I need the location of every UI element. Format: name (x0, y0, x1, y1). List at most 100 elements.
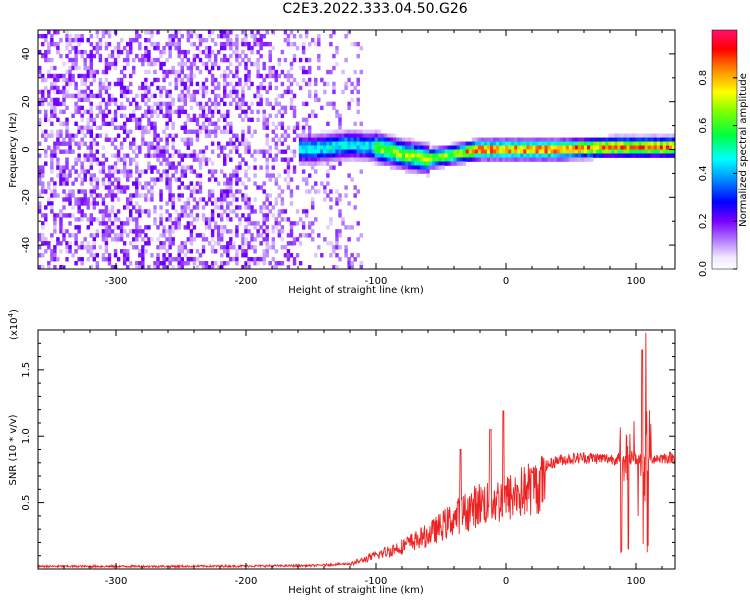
spectrogram-cell (153, 57, 157, 63)
spectrogram-cell (216, 117, 221, 123)
spectrogram-cell (207, 169, 212, 174)
spectrogram-cell (186, 85, 191, 91)
spectrogram-cell (344, 141, 348, 146)
spectrogram-cell (192, 129, 197, 134)
spectrogram-cell (210, 217, 215, 222)
spectrogram-cell (408, 153, 412, 158)
spectrogram-cell (250, 205, 254, 210)
spectrogram-cell (335, 129, 339, 134)
spectrogram-cell (332, 245, 336, 250)
spectrogram-cell (129, 37, 133, 43)
spectrogram-cell (86, 73, 90, 79)
spectrogram-cell (271, 105, 275, 111)
spectrogram-cell (332, 145, 336, 150)
spectrogram-cell (517, 137, 521, 142)
spectrogram-cell (326, 193, 330, 198)
spectrogram-cell (129, 117, 133, 123)
spectrogram-cell (50, 161, 54, 166)
spectrogram-cell (317, 37, 321, 43)
spectrogram-cell (253, 61, 257, 67)
spectrogram-cell (590, 149, 594, 154)
spectrogram-cell (438, 157, 442, 162)
spectrogram-cell (183, 261, 188, 266)
spectrogram-cell (338, 117, 342, 123)
spectrogram-cell (50, 165, 54, 170)
spectrogram-cell (274, 133, 279, 138)
spectrogram-cell (195, 205, 200, 210)
spectrogram-cell (496, 157, 500, 162)
spectrogram-cell (244, 249, 248, 254)
spectrogram-cell (125, 249, 130, 254)
spectrogram-cell (304, 133, 309, 138)
spectrogram-cell (147, 209, 151, 214)
spectrogram-cell (53, 253, 57, 258)
spectrogram-cell (186, 117, 191, 123)
spectrogram-cell (89, 177, 93, 182)
spectrogram-cell (198, 261, 203, 266)
spectrogram-cell (192, 117, 197, 123)
spectrogram-cell (341, 149, 345, 154)
spectrogram-cell (347, 145, 351, 150)
spectrogram-cell (41, 133, 45, 138)
spectrogram-cell (671, 133, 675, 138)
spectrogram-cell (195, 257, 200, 262)
spectrogram-cell (156, 57, 160, 63)
spectrogram-cell (220, 145, 224, 150)
spectrogram-cell (477, 137, 482, 142)
spectrogram-cell (89, 193, 93, 198)
spectrogram-cell (226, 113, 230, 119)
spectrogram-cell (244, 53, 248, 59)
spectrogram-cell (496, 153, 500, 158)
spectrogram-cell (135, 265, 139, 269)
spectrogram-cell (207, 241, 212, 246)
spectrogram-cell (244, 41, 248, 47)
spectrogram-cell (98, 41, 103, 47)
spectrogram-cell (207, 109, 212, 115)
spectrogram-cell (641, 145, 646, 150)
spectrogram-cell (307, 133, 312, 138)
spectrogram-cell (104, 105, 109, 111)
spectrogram-cell (125, 221, 130, 226)
spectrogram-cell (104, 233, 109, 238)
spectrogram-cell (198, 113, 203, 119)
spectrogram-cell (286, 233, 291, 238)
spectrogram-cell (523, 145, 527, 150)
spectrogram-cell (283, 217, 288, 222)
spectrogram-cell (232, 241, 236, 246)
spectrogram-cell (180, 77, 184, 83)
spectrogram-cell (347, 133, 351, 138)
spectrogram-cell (92, 121, 97, 126)
spectrogram-cell (614, 133, 618, 138)
spectrogram-cell (508, 145, 512, 150)
spectrogram-cell (213, 77, 218, 83)
spectrogram-cell (62, 169, 66, 174)
spectrogram-cell (162, 233, 166, 238)
spectrogram-cell (144, 129, 148, 134)
spectrogram-cell (350, 225, 354, 230)
spectrogram-cell (177, 45, 181, 51)
spectrogram-cell (271, 65, 275, 71)
spectrogram-cell (122, 129, 127, 134)
spectrogram-cell (56, 173, 60, 178)
spectrogram-cell (83, 153, 87, 158)
spectrogram-cell (95, 141, 100, 146)
spectrogram-cell (38, 97, 42, 103)
spectrogram-cell (356, 189, 360, 194)
spectrogram-cell (147, 69, 151, 75)
spectrogram-cell (56, 257, 60, 262)
spectrogram-cell (189, 233, 194, 238)
spectrogram-cell (147, 117, 151, 123)
spectrogram-cell (138, 173, 142, 178)
spectrogram-cell (77, 65, 81, 71)
spectrogram-cell (286, 181, 291, 186)
spectrogram-cell (408, 157, 412, 162)
spectrogram-cell (92, 185, 97, 190)
snr-y-axis-label: SNR (10 * v/v) (8, 414, 19, 485)
spectrogram-cell (204, 261, 209, 266)
spectrogram-cell (459, 157, 464, 162)
spectrogram-cell (50, 193, 54, 198)
spectrogram-cell (229, 193, 233, 198)
spectrogram-cell (80, 117, 84, 123)
spectrogram-cell (113, 109, 118, 115)
spectrogram-cell (262, 257, 266, 262)
